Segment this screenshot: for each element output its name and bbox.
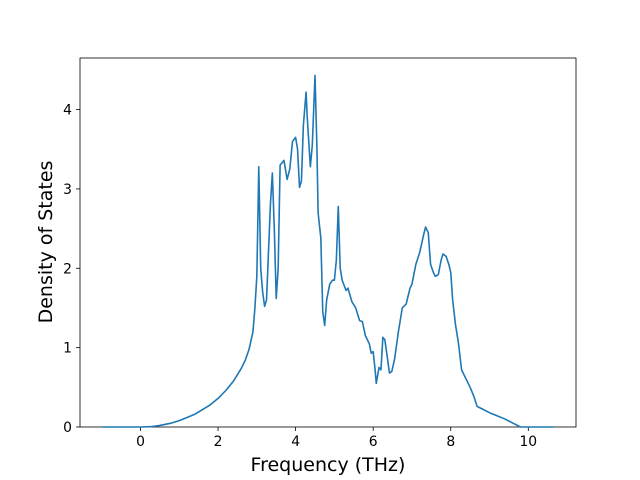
dos-line <box>102 74 554 428</box>
x-tick-label: 6 <box>369 434 378 450</box>
x-tick-label: 8 <box>446 434 455 450</box>
y-tick-label: 3 <box>63 182 72 198</box>
x-tick-label: 2 <box>214 434 223 450</box>
x-tick-label: 0 <box>136 434 145 450</box>
y-tick-label: 0 <box>63 420 72 436</box>
axes-frame <box>79 57 577 428</box>
y-tick-label: 1 <box>63 341 72 357</box>
x-tick-label: 4 <box>291 434 300 450</box>
x-axis-label: Frequency (THz) <box>251 454 406 476</box>
x-tick-label: 10 <box>519 434 537 450</box>
y-tick-label: 4 <box>63 103 72 119</box>
y-tick-label: 2 <box>63 261 72 277</box>
y-axis-label: Density of States <box>35 161 57 324</box>
